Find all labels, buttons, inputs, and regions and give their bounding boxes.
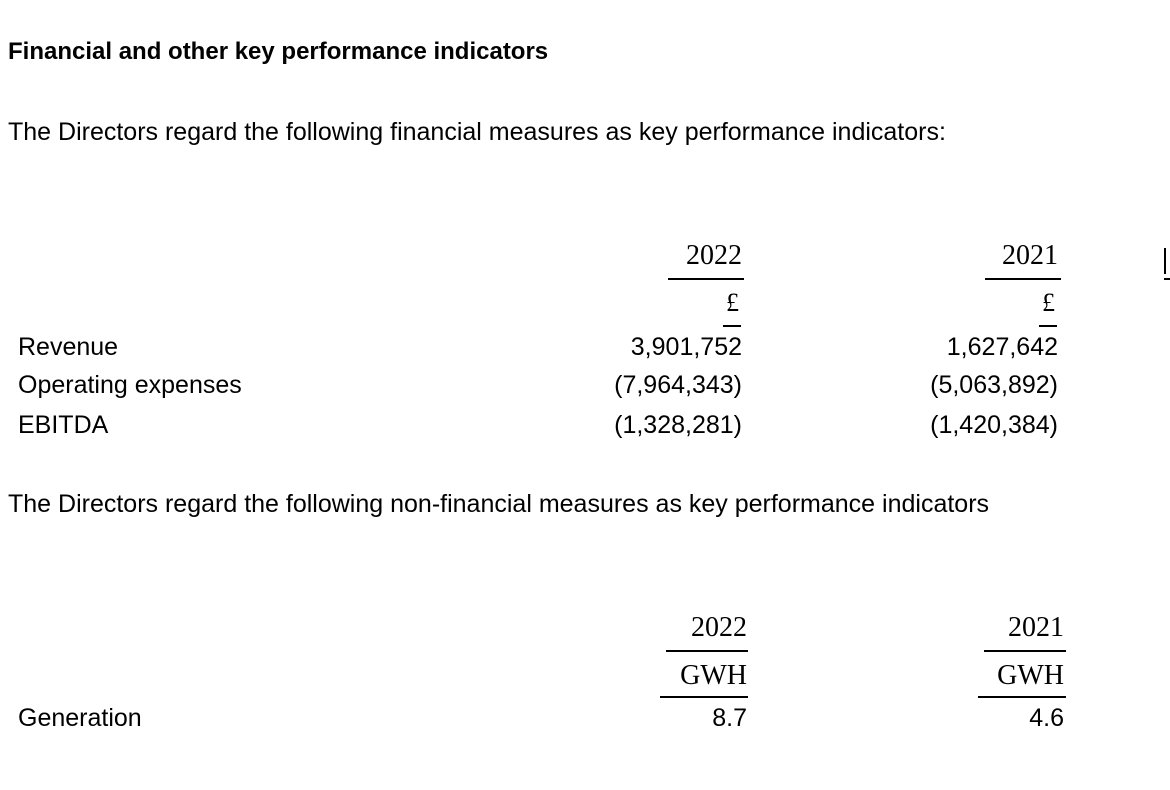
financial-col-unit-2021: £ — [1042, 288, 1055, 317]
financial-col-rule-2022 — [668, 278, 744, 280]
financial-row-label: Revenue — [18, 333, 119, 361]
financial-col-rule-2021 — [985, 278, 1061, 280]
non-financial-row-value: 8.7 — [712, 704, 747, 732]
non-financial-unit-rule-2022 — [660, 696, 748, 698]
financial-intro-text: The Directors regard the following finan… — [8, 118, 946, 146]
non-financial-col-year-2022: 2022 — [691, 612, 747, 643]
non-financial-row-label: Generation — [18, 704, 142, 732]
non-financial-col-year-2021: 2021 — [1008, 612, 1064, 643]
non-financial-unit-rule-2021 — [978, 696, 1066, 698]
non-financial-col-unit-2021: GWH — [997, 660, 1064, 691]
financial-row-label: EBITDA — [18, 411, 109, 439]
non-financial-col-unit-2022: GWH — [680, 660, 747, 691]
section-heading: Financial and other key performance indi… — [8, 38, 549, 65]
financial-row-label: Operating expenses — [18, 371, 242, 399]
financial-col-year-2022: 2022 — [686, 240, 742, 271]
non-financial-col-rule-2021 — [984, 650, 1066, 652]
non-financial-col-rule-2022 — [666, 650, 748, 652]
financial-col-unit-2022: £ — [726, 288, 739, 317]
financial-col-year-2021: 2021 — [1002, 240, 1058, 271]
financial-row-value: 3,901,752 — [630, 333, 742, 361]
financial-col-cutoff-mark — [1164, 248, 1166, 274]
non-financial-row-value: 4.6 — [1029, 704, 1064, 732]
financial-row-value: (5,063,892) — [930, 371, 1058, 399]
financial-unit-rule-2022 — [723, 325, 741, 327]
financial-row-value: (1,420,384) — [930, 411, 1058, 439]
financial-row-value: (1,328,281) — [614, 411, 742, 439]
financial-row-value: 1,627,642 — [946, 333, 1058, 361]
financial-row-value: (7,964,343) — [614, 371, 742, 399]
non-financial-intro-text: The Directors regard the following non-f… — [8, 490, 990, 518]
financial-col-rule-cutoff — [1164, 278, 1170, 280]
financial-unit-rule-2021 — [1039, 325, 1057, 327]
